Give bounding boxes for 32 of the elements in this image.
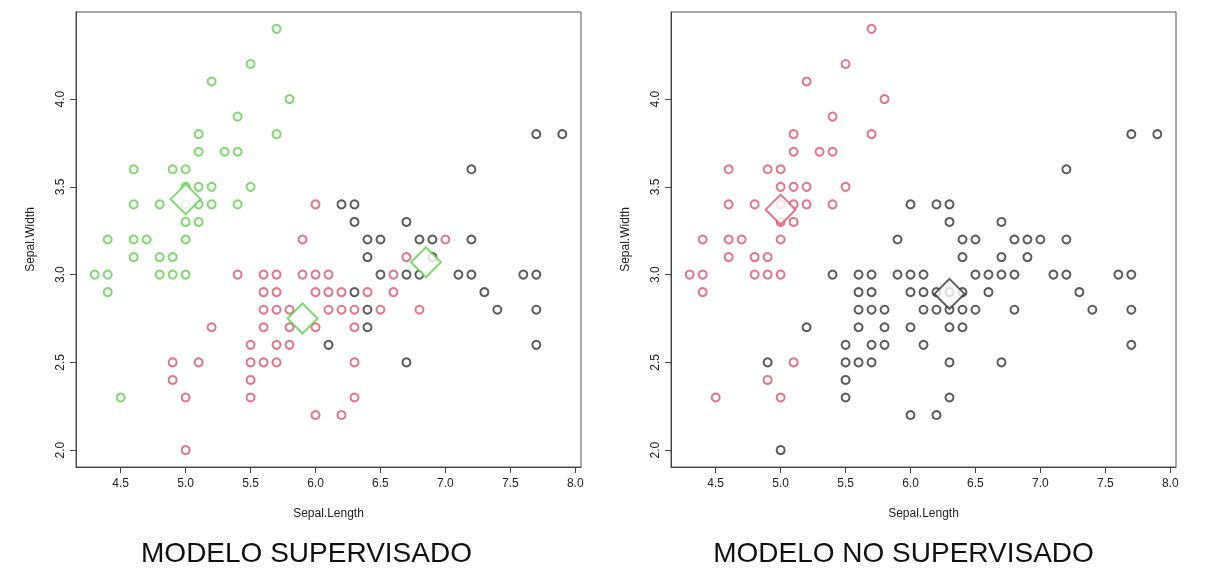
x-tick-label: 4.5 bbox=[707, 476, 725, 490]
y-tick-label: 2.0 bbox=[648, 441, 662, 459]
x-tick-label: 7.0 bbox=[1032, 476, 1050, 490]
text: MODELO SUPERVISADO bbox=[141, 536, 472, 568]
x-tick-label: 5.0 bbox=[177, 476, 195, 490]
x-tick-label: 5.5 bbox=[242, 476, 260, 490]
x-tick-label: 7.0 bbox=[437, 476, 455, 490]
x-tick-label: 6.5 bbox=[372, 476, 390, 490]
y-tick-label: 3.0 bbox=[53, 265, 67, 283]
x-tick-label: 6.0 bbox=[307, 476, 325, 490]
text: MODELO NO SUPERVISADO bbox=[713, 536, 1094, 568]
x-tick-label: 4.5 bbox=[112, 476, 130, 490]
x-tick-label: 7.5 bbox=[502, 476, 520, 490]
x-tick-label: 6.0 bbox=[902, 476, 920, 490]
x-tick-label: 5.0 bbox=[772, 476, 790, 490]
y-tick-label: 2.0 bbox=[53, 441, 67, 459]
y-tick-label: 3.5 bbox=[53, 178, 67, 196]
x-tick-label: 8.0 bbox=[1161, 476, 1179, 490]
x-axis-title: Sepal.Length bbox=[293, 506, 364, 520]
x-tick-label: 7.5 bbox=[1097, 476, 1115, 490]
y-tick-label: 2.5 bbox=[648, 353, 662, 371]
y-axis-title: Sepal.Width bbox=[23, 207, 37, 272]
x-tick-label: 6.5 bbox=[967, 476, 985, 490]
y-tick-label: 3.5 bbox=[648, 178, 662, 196]
x-axis-title: Sepal.Length bbox=[888, 506, 959, 520]
y-tick-label: 3.0 bbox=[648, 265, 662, 283]
y-tick-label: 4.0 bbox=[53, 90, 67, 108]
y-tick-label: 4.0 bbox=[648, 90, 662, 108]
y-axis-title: Sepal.Width bbox=[618, 207, 632, 272]
x-tick-label: 5.5 bbox=[837, 476, 855, 490]
y-tick-label: 2.5 bbox=[53, 353, 67, 371]
x-tick-label: 8.0 bbox=[566, 476, 584, 490]
